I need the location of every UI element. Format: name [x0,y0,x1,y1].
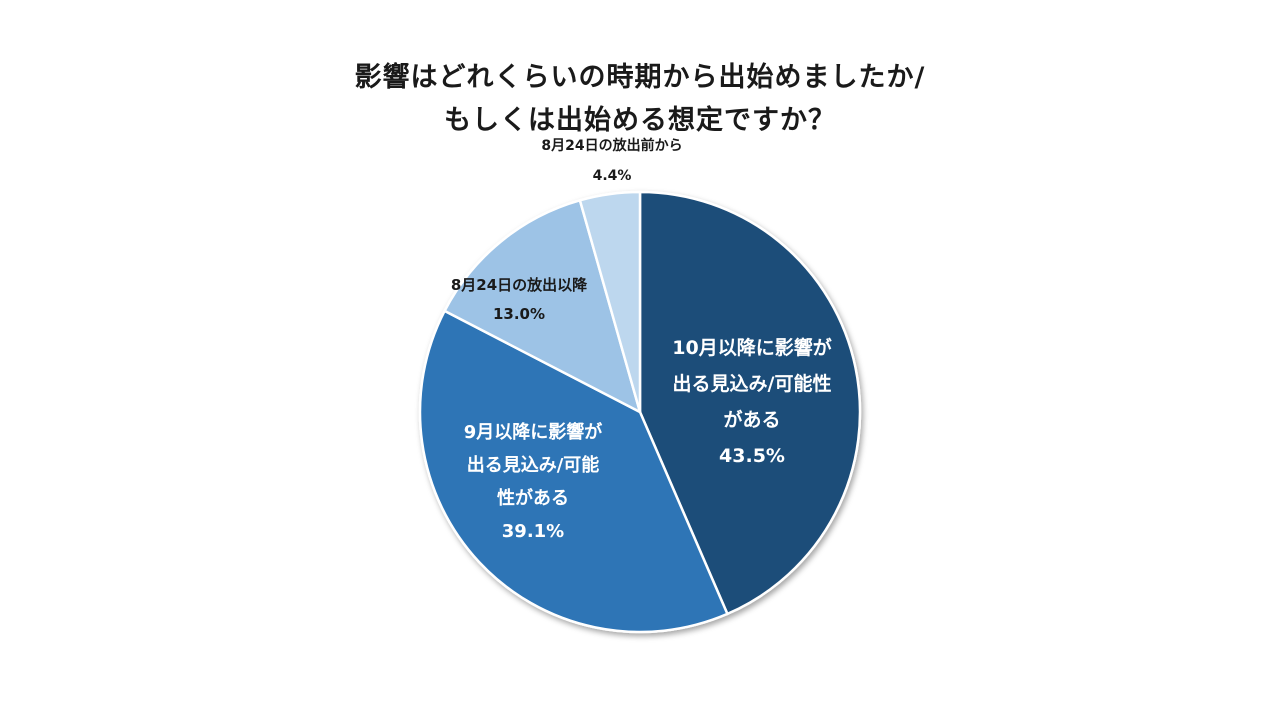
slice-2-value-label: 39.1% [502,521,564,542]
slice-2-label-line-1: 9月以降に影響が [464,421,603,443]
slice-2-label-line-2: 出る見込み/可能 [467,454,600,476]
slice-1-label-line-1: 10月以降に影響が [672,336,831,359]
pie-slice-2 [418,309,729,634]
slice-2-label-line-3: 性がある [497,487,569,509]
chart-title-line-1: 影響はどれくらいの時期から出始めましたか/ [354,62,926,93]
slice-3-label-line-1: 8月24日の放出以降 [451,276,588,294]
slice-4-value-label: 4.4% [593,168,632,184]
slice-4-label-line-1: 8月24日の放出前から [541,137,682,154]
pie-slice-1 [638,190,862,616]
slice-1-label-line-2: 出る見込み/可能性 [673,372,832,395]
chart-title-line-2: もしくは出始める想定ですか？ [444,105,836,136]
pie-slice-3 [443,199,642,414]
slice-3-value-label: 13.0% [493,305,545,323]
pie-slice-4 [578,190,642,414]
slice-1-value-label: 43.5% [719,445,785,467]
slice-1-label-line-3: がある [723,408,780,431]
